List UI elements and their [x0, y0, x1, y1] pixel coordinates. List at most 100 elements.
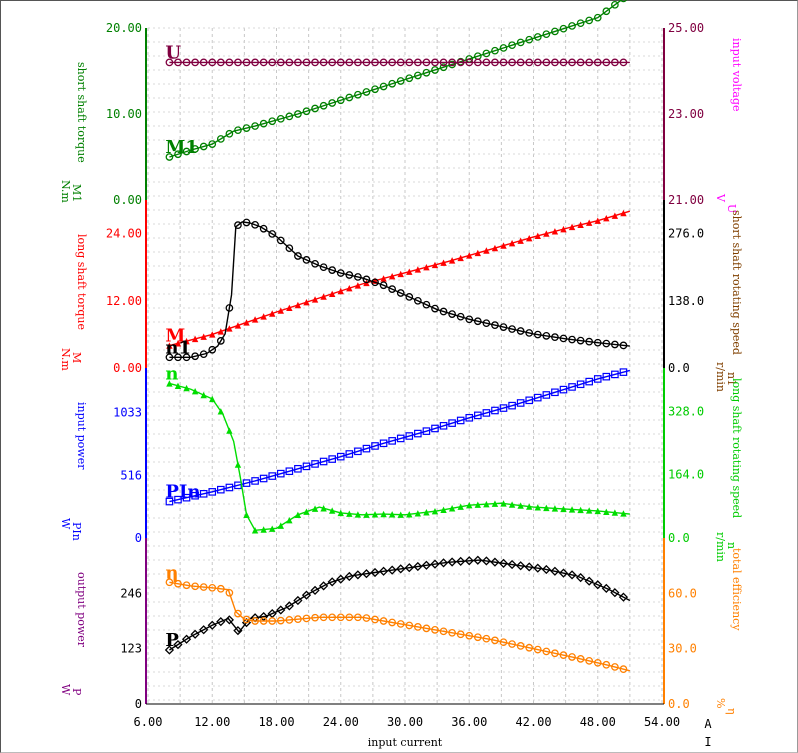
data-point — [379, 281, 388, 290]
data-point — [259, 617, 268, 625]
data-point — [173, 639, 183, 650]
data-point — [448, 58, 456, 67]
data-point — [362, 444, 371, 453]
data-point — [234, 221, 242, 230]
right-tick-label: 25.00 — [668, 21, 704, 35]
data-point — [174, 340, 182, 347]
data-point — [602, 372, 611, 381]
data-point — [421, 560, 432, 570]
data-point — [558, 568, 569, 578]
data-point — [285, 112, 294, 121]
data-point — [166, 380, 173, 387]
data-point — [465, 413, 474, 422]
data-point — [311, 296, 319, 303]
data-point — [542, 30, 551, 39]
left-axis-unit: W — [59, 684, 72, 696]
data-point — [276, 469, 285, 478]
data-point — [311, 58, 319, 67]
data-point — [405, 432, 414, 440]
data-point — [481, 556, 492, 566]
data-point — [423, 509, 430, 516]
data-point — [525, 643, 534, 652]
x-tick-label: 30.00 — [387, 715, 423, 729]
data-point — [345, 58, 354, 67]
data-point — [388, 285, 396, 293]
x-axis-unit: A — [704, 717, 712, 731]
left-tick-label: 0.00 — [113, 193, 142, 207]
data-point — [568, 223, 576, 231]
data-point — [466, 501, 473, 509]
data-point — [242, 218, 251, 227]
data-point — [611, 509, 619, 516]
data-point — [397, 270, 404, 278]
data-point — [482, 319, 491, 328]
data-point — [294, 511, 302, 519]
data-point — [533, 645, 542, 654]
data-point — [456, 556, 466, 567]
series-symbol-label: PIn — [165, 482, 200, 503]
data-point — [499, 404, 508, 412]
data-point — [568, 653, 576, 661]
x-tick-label: 36.00 — [451, 715, 487, 729]
data-point — [620, 510, 627, 517]
data-point — [182, 581, 191, 590]
data-point — [542, 332, 551, 340]
data-point — [524, 562, 534, 572]
data-point — [602, 58, 611, 67]
right-axis-symbol: U — [725, 204, 738, 213]
right-tick-label: 0.0 — [668, 361, 690, 375]
data-point — [388, 272, 396, 280]
data-point — [217, 408, 225, 415]
series-line — [169, 210, 631, 347]
data-point — [319, 58, 328, 67]
data-point — [166, 342, 173, 349]
data-point — [525, 396, 534, 405]
data-point — [302, 256, 311, 264]
data-point — [319, 101, 328, 110]
data-point — [208, 140, 217, 148]
data-point — [259, 474, 268, 483]
right-axis-symbol: n1 — [725, 372, 738, 386]
data-point — [413, 58, 422, 67]
data-point — [251, 58, 259, 67]
data-point — [302, 462, 311, 471]
data-point — [328, 507, 336, 514]
right-tick-label: 138.0 — [668, 294, 704, 308]
data-point — [174, 382, 182, 389]
data-point — [396, 434, 405, 443]
data-point — [294, 110, 302, 118]
data-point — [517, 502, 524, 509]
data-point — [482, 58, 491, 67]
data-point — [199, 625, 209, 635]
series-symbol-label: M — [165, 326, 185, 347]
data-point — [269, 310, 276, 317]
data-point — [311, 259, 319, 268]
series-line — [169, 369, 631, 503]
series-PIn — [165, 368, 631, 506]
data-point — [294, 58, 302, 67]
data-point — [182, 353, 191, 362]
data-point — [346, 285, 353, 292]
data-point — [483, 500, 490, 508]
x-tick-label: 24.00 — [323, 715, 359, 729]
left-tick-label: 246 — [120, 586, 142, 600]
data-point — [225, 58, 234, 67]
data-point — [448, 419, 456, 427]
series-M1 — [165, 0, 627, 161]
data-point — [251, 477, 259, 485]
data-point — [251, 220, 259, 229]
data-point — [199, 490, 208, 498]
left-axis-title: output power — [75, 572, 88, 648]
data-point — [354, 511, 362, 518]
data-point — [593, 658, 602, 667]
data-point — [576, 336, 585, 345]
x-tick-label: 6.00 — [134, 715, 163, 729]
data-point — [191, 58, 199, 67]
data-point — [431, 508, 439, 515]
data-point — [466, 252, 473, 259]
data-point — [302, 614, 311, 623]
data-point — [526, 503, 533, 510]
data-point — [413, 623, 422, 631]
data-point — [559, 334, 568, 343]
right-tick-label: 0.0 — [668, 697, 690, 711]
